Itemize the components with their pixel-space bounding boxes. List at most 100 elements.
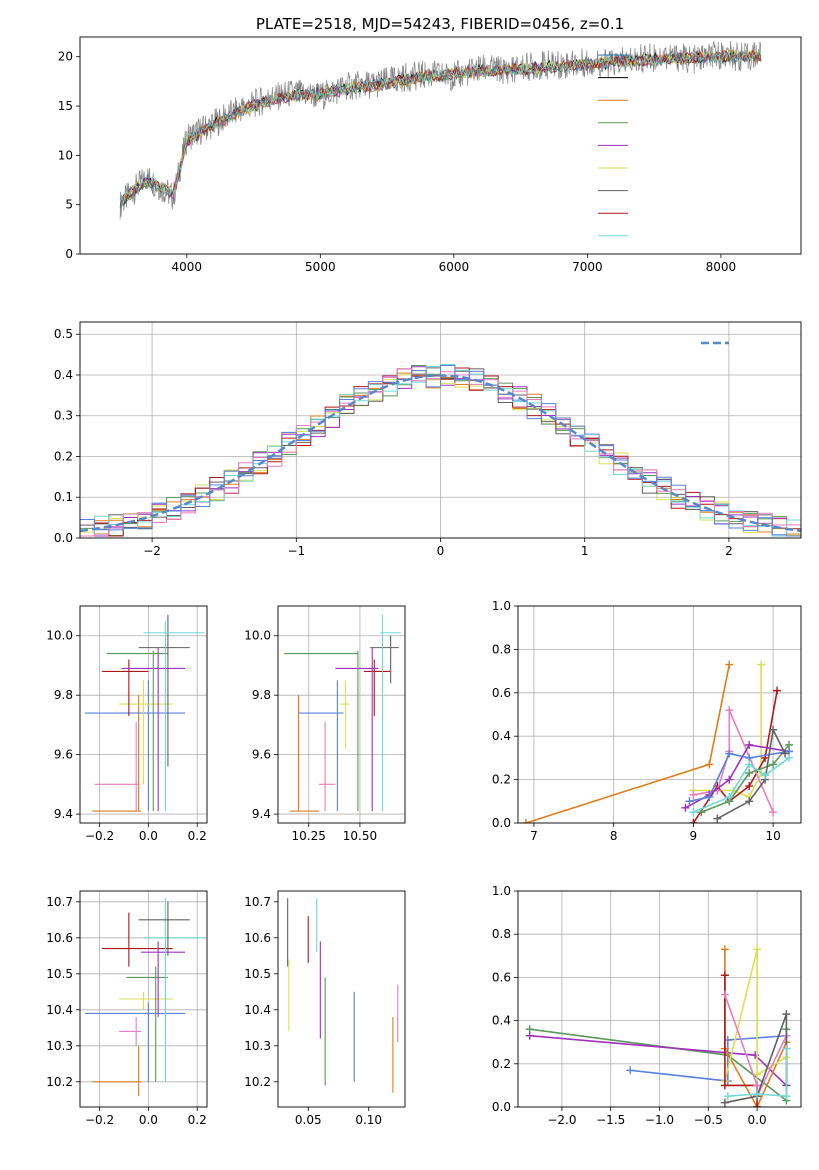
data-point bbox=[720, 1081, 729, 1090]
errorbar-point bbox=[380, 614, 401, 812]
data-point bbox=[720, 971, 729, 980]
x-tick-label: 1 bbox=[581, 544, 589, 558]
plot-area bbox=[284, 614, 401, 812]
data-point bbox=[705, 792, 714, 801]
data-point bbox=[745, 760, 754, 769]
x-tick-label: 0.0 bbox=[748, 1113, 767, 1127]
y-tick-label: 0.4 bbox=[492, 1014, 511, 1028]
data-point bbox=[681, 803, 690, 812]
errorbar-point bbox=[290, 695, 319, 812]
age_vs_Z-panel: −0.2 0.0 0.2 9.4 9.6 9.8 10.0 bbox=[46, 605, 208, 843]
x-tick-label: 0 bbox=[437, 544, 445, 558]
y-tick-label: 9.8 bbox=[252, 688, 271, 702]
weight-series bbox=[521, 660, 734, 823]
y-tick-label: 9.6 bbox=[54, 748, 73, 762]
y-tick-label: 10.5 bbox=[46, 967, 73, 981]
data-point bbox=[725, 706, 734, 715]
x-tick-label: 6000 bbox=[439, 260, 470, 274]
mass_vs_Z-panel: −0.2 0.0 0.2 10.2 10.3 10.4 10.5 10.6 10.7 bbox=[46, 890, 208, 1127]
errorbar-point bbox=[370, 635, 399, 684]
weight-series bbox=[723, 1044, 791, 1101]
data-point bbox=[689, 808, 698, 817]
x-tick-label: 0.2 bbox=[188, 1113, 207, 1127]
y-tick-label: 10.6 bbox=[244, 931, 271, 945]
y-tick-label: 15 bbox=[58, 99, 73, 113]
data-point bbox=[753, 1090, 762, 1099]
data-point bbox=[785, 740, 794, 749]
x-tick-label: 0.0 bbox=[139, 829, 158, 843]
data-point bbox=[782, 1044, 791, 1053]
data-point bbox=[785, 753, 794, 762]
y-tick-label: 5 bbox=[65, 198, 73, 212]
weight-series bbox=[525, 1031, 791, 1090]
errorbar-point bbox=[143, 620, 205, 812]
plot-area bbox=[287, 898, 399, 1093]
errorbar-point bbox=[298, 680, 344, 812]
data-point bbox=[626, 1066, 635, 1075]
y-tick-label: 0.0 bbox=[492, 1100, 511, 1114]
x-tick-label: 7000 bbox=[572, 260, 603, 274]
errorbar-point bbox=[106, 650, 168, 812]
y-tick-label: 1.0 bbox=[492, 599, 511, 613]
data-point bbox=[757, 660, 766, 669]
axes-frame bbox=[517, 605, 802, 824]
series-line bbox=[716, 727, 786, 820]
x-tick-label: 0.2 bbox=[188, 829, 207, 843]
y-tick-label: 1.0 bbox=[492, 884, 511, 898]
y-tick-label: 0.1 bbox=[54, 490, 73, 504]
weight-series bbox=[720, 990, 791, 1101]
plot-area bbox=[84, 898, 205, 1097]
figure-title: PLATE=2518, MJD=54243, FIBERID=0456, z=0… bbox=[256, 15, 624, 33]
x-tick-label: 0.0 bbox=[139, 1113, 158, 1127]
y-tick-label: 10.0 bbox=[244, 629, 271, 643]
data-point bbox=[769, 725, 778, 734]
data-point bbox=[725, 775, 734, 784]
x-tick-label: −0.2 bbox=[85, 829, 114, 843]
data-point bbox=[781, 749, 790, 758]
x-tick-label: −2.0 bbox=[547, 1113, 576, 1127]
x-tick-label: 10.25 bbox=[292, 829, 326, 843]
data-point bbox=[685, 797, 694, 806]
y-tick-label: 10.7 bbox=[244, 895, 271, 909]
errorbar-point bbox=[318, 721, 336, 812]
errorbar-point bbox=[284, 650, 359, 812]
age_vs_mass-panel: 10.25 10.50 9.4 9.6 9.8 10.0 bbox=[244, 605, 406, 843]
series-line bbox=[701, 744, 790, 813]
y-tick-label: 0.4 bbox=[54, 368, 73, 382]
x-tick-label: 8 bbox=[610, 829, 618, 843]
y-tick-label: 10.3 bbox=[244, 1039, 271, 1053]
data-point bbox=[769, 760, 778, 769]
errorbar-point bbox=[138, 901, 190, 956]
data-point bbox=[689, 790, 698, 799]
x-tick-label: 8000 bbox=[706, 260, 737, 274]
x-tick-label: 0.10 bbox=[355, 1113, 382, 1127]
x-tick-label: −0.5 bbox=[694, 1113, 723, 1127]
plot-area bbox=[525, 945, 791, 1107]
errorbar-point bbox=[92, 695, 142, 812]
axes-frame bbox=[517, 890, 802, 1108]
plot-area bbox=[119, 41, 762, 220]
weight-series bbox=[713, 725, 790, 823]
data-point bbox=[753, 1070, 762, 1079]
data-point bbox=[720, 945, 729, 954]
y-tick-label: 10.2 bbox=[46, 1075, 73, 1089]
x-tick-label: −1.5 bbox=[596, 1113, 625, 1127]
data-point bbox=[713, 814, 722, 823]
y-tick-label: 0.4 bbox=[492, 729, 511, 743]
model-spectrum bbox=[119, 49, 762, 204]
x-tick-label: −0.2 bbox=[85, 1113, 114, 1127]
y-tick-label: 10.5 bbox=[244, 967, 271, 981]
axes-frame bbox=[277, 605, 406, 824]
errorbar-point bbox=[84, 1002, 186, 1082]
weight-series bbox=[685, 747, 794, 806]
observed-spectrum bbox=[119, 41, 762, 220]
x-tick-label: −1.0 bbox=[645, 1113, 674, 1127]
errorbar-point bbox=[335, 647, 379, 812]
axes-frame bbox=[79, 890, 208, 1108]
y-tick-label: 0.3 bbox=[54, 409, 73, 423]
data-point bbox=[525, 1031, 534, 1040]
errorbar-point bbox=[126, 966, 168, 1082]
errorbar-point bbox=[138, 614, 190, 767]
data-point bbox=[745, 782, 754, 791]
errorbar-point bbox=[339, 680, 350, 749]
